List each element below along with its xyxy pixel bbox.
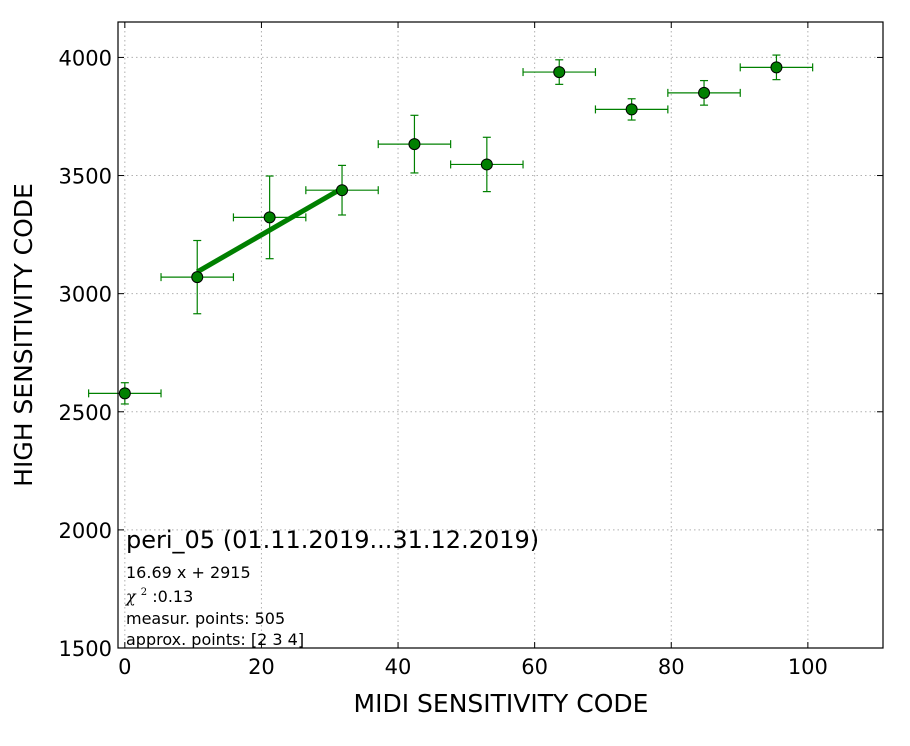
chi-symbol: χ — [125, 587, 137, 606]
x-tick-label: 100 — [788, 655, 828, 679]
data-point — [480, 158, 493, 171]
error-bars-layer — [88, 54, 814, 405]
x-tick-label: 40 — [385, 655, 412, 679]
y-tick-label: 3500 — [59, 165, 112, 189]
x-tick-label: 80 — [658, 655, 685, 679]
chi-value: :0.13 — [152, 587, 193, 606]
ticks-layer — [118, 22, 883, 649]
annotation-equation: 16.69 x + 2915 — [126, 563, 251, 582]
data-point — [408, 138, 421, 151]
y-tick-label: 2000 — [59, 519, 112, 543]
annotation-measur-points: measur. points: 505 — [126, 609, 285, 628]
y-tick-label: 1500 — [59, 637, 112, 661]
y-tick-label: 4000 — [59, 46, 112, 70]
data-point — [118, 387, 131, 400]
y-tick-label: 2500 — [59, 401, 112, 425]
data-point — [625, 103, 638, 116]
data-point — [553, 66, 566, 79]
data-point — [698, 86, 711, 99]
annotation-main: peri_05 (01.11.2019...31.12.2019) — [126, 526, 539, 554]
data-point — [263, 211, 276, 224]
plot-frame — [117, 21, 884, 649]
annotation-approx-points: approx. points: [2 3 4] — [126, 630, 304, 649]
y-axis-title: HIGH SENSITIVITY CODE — [9, 183, 38, 487]
x-tick-label: 0 — [118, 655, 131, 679]
chi-superscript: 2 — [141, 587, 147, 598]
x-tick-label: 20 — [248, 655, 275, 679]
x-tick-label: 60 — [521, 655, 548, 679]
x-axis-title: MIDI SENSITIVITY CODE — [354, 689, 649, 718]
data-point — [770, 61, 783, 74]
data-point — [336, 184, 349, 197]
annotation-chi: χ 2 :0.13 — [125, 580, 193, 606]
data-point — [191, 271, 204, 284]
data-points-layer — [118, 61, 783, 400]
y-tick-label: 3000 — [59, 283, 112, 307]
grid-layer — [118, 22, 883, 649]
tick-labels-layer: 0 20 40 60 80 100 1500 2000 2500 3000 3500 4000 — [59, 46, 828, 679]
